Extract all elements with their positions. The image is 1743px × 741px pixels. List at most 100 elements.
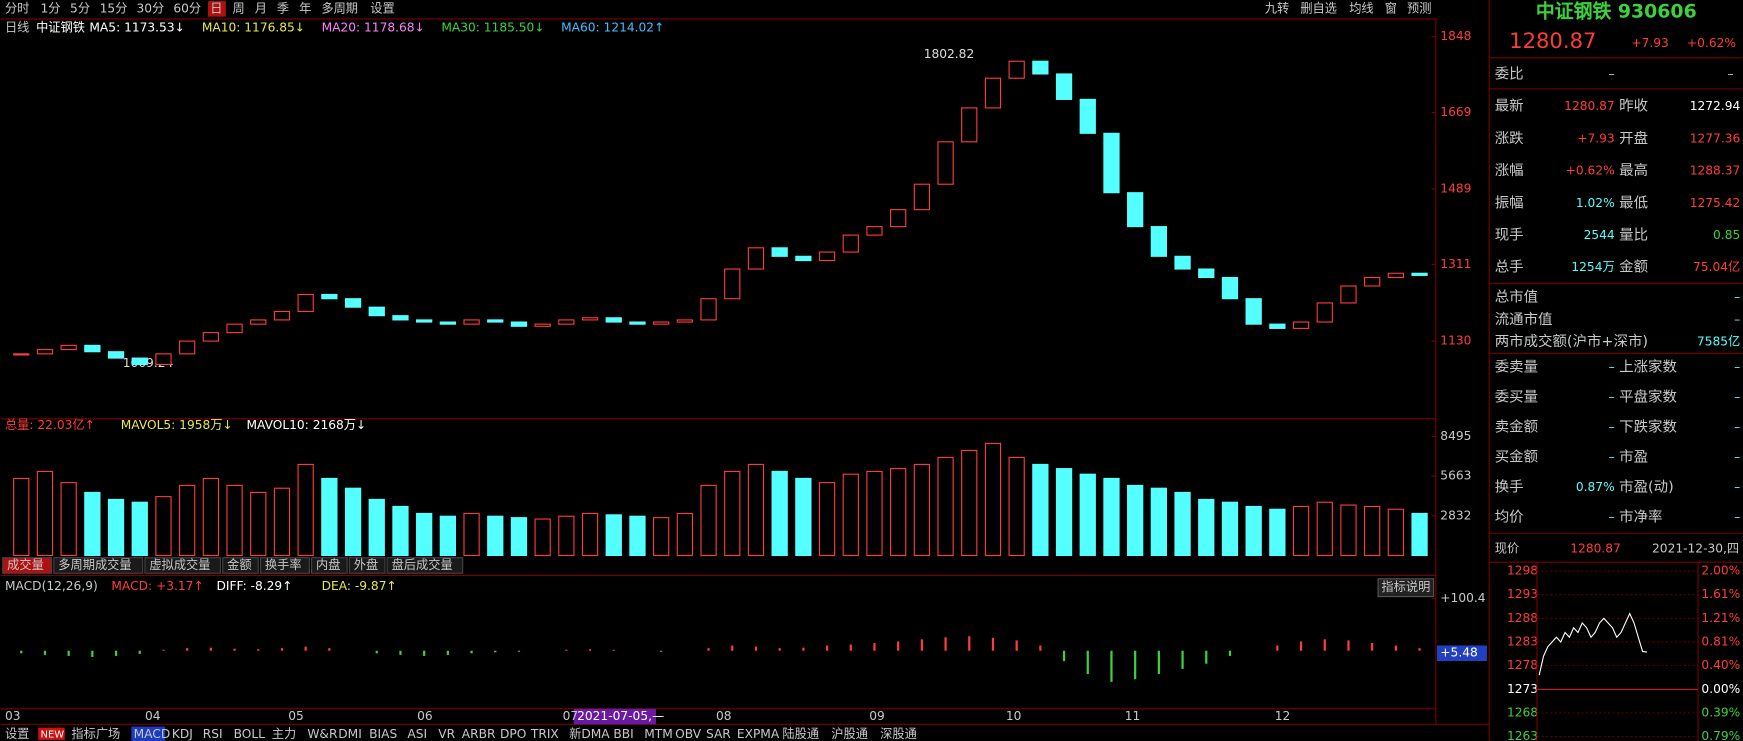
period-button[interactable]: 30分 bbox=[136, 1, 164, 15]
indicator-button[interactable]: DPO bbox=[500, 727, 526, 741]
volume-tab-label[interactable]: 换手率 bbox=[265, 557, 302, 572]
quote-value: – bbox=[1609, 390, 1615, 404]
indicator-button[interactable]: W&R bbox=[307, 727, 338, 741]
y-tick-label: 1293 bbox=[1507, 587, 1538, 601]
volume-tab[interactable] bbox=[386, 557, 464, 574]
candle bbox=[36, 349, 54, 355]
volume-tab-label[interactable]: 金额 bbox=[227, 557, 251, 572]
volume-tab[interactable] bbox=[53, 557, 144, 574]
indicator-button[interactable]: OBV bbox=[675, 727, 702, 741]
indicator-button[interactable]: 新DMA bbox=[569, 726, 610, 741]
month-label: 09 bbox=[869, 709, 885, 723]
indicator-button[interactable]: NEW bbox=[41, 729, 65, 740]
indicator-button[interactable]: KDJ bbox=[172, 727, 193, 741]
indicator-button[interactable]: ARBR bbox=[462, 727, 496, 741]
tool-button[interactable]: 均线 bbox=[1349, 1, 1373, 15]
volume-tab[interactable] bbox=[348, 557, 386, 574]
quote-value: 75.04亿 bbox=[1693, 259, 1740, 274]
indicator-button[interactable]: BOLL bbox=[234, 727, 266, 741]
period-button[interactable]: 60分 bbox=[173, 1, 201, 15]
volume-tab[interactable] bbox=[2, 557, 53, 574]
volume-bar bbox=[1387, 508, 1405, 557]
tool-button[interactable]: 九转 bbox=[1265, 0, 1289, 15]
volume-tab-label[interactable]: 虚拟成交量 bbox=[149, 557, 210, 572]
active-indicator-bg bbox=[131, 726, 166, 741]
candle bbox=[818, 251, 836, 262]
candle bbox=[890, 209, 907, 228]
volume-tab[interactable] bbox=[222, 557, 259, 574]
indicator-button[interactable]: 指标广场 bbox=[71, 726, 120, 741]
volume-bar bbox=[913, 463, 931, 557]
indicator-button[interactable] bbox=[1377, 578, 1435, 598]
period-button[interactable]: 5分 bbox=[70, 1, 90, 15]
period-button[interactable]: 15分 bbox=[100, 1, 128, 15]
quote-value: 1288.37 bbox=[1690, 164, 1741, 178]
volume-tab[interactable] bbox=[259, 557, 310, 574]
volume-bar bbox=[866, 470, 883, 557]
indicator-button[interactable]: RSI bbox=[203, 727, 223, 741]
indicator-button[interactable]: BBI bbox=[613, 727, 633, 741]
high-annotation: 1802.82 bbox=[924, 47, 975, 61]
indicator-button[interactable]: ASI bbox=[407, 727, 427, 741]
legend-item: DEA: -9.87↑ bbox=[322, 579, 397, 593]
indicator-button[interactable]: MTM bbox=[644, 727, 673, 741]
candle bbox=[700, 298, 717, 321]
quote-value: 1254万 bbox=[1571, 260, 1614, 274]
period-button[interactable]: 月 bbox=[255, 1, 267, 15]
period-button[interactable]: 1分 bbox=[41, 1, 61, 15]
period-button[interactable]: 多周期 bbox=[321, 1, 358, 15]
market-label: 流通市值 bbox=[1495, 311, 1553, 328]
candle bbox=[1103, 132, 1120, 194]
intraday-date: 2021-12-30,四 bbox=[1652, 541, 1739, 555]
indicator-button[interactable]: TRIX bbox=[530, 727, 559, 741]
volume-bar bbox=[155, 496, 172, 557]
indicator-button[interactable]: SAR bbox=[706, 727, 731, 741]
indicator-button[interactable]: EXPMA bbox=[737, 727, 780, 741]
period-button[interactable]: 日 bbox=[210, 1, 222, 15]
indicator-button[interactable]: DMI bbox=[338, 727, 362, 741]
indicator-button[interactable]: 沪股通 bbox=[831, 727, 868, 741]
volume-bar bbox=[558, 515, 575, 557]
y-tick-label: 1848 bbox=[1440, 29, 1471, 43]
volume-bar bbox=[1103, 477, 1120, 557]
period-button[interactable]: 季 bbox=[277, 1, 289, 15]
period-button[interactable]: 年 bbox=[299, 1, 311, 15]
quote-label: 振幅 bbox=[1495, 194, 1524, 211]
volume-tab-label[interactable]: 盘后成交量 bbox=[392, 557, 453, 572]
indicator-button[interactable]: VR bbox=[438, 727, 455, 741]
month-label: 06 bbox=[417, 709, 433, 723]
volume-tab-label[interactable]: 成交量 bbox=[7, 557, 44, 572]
volume-bar bbox=[416, 512, 433, 557]
candle bbox=[60, 344, 77, 351]
indicator-button[interactable]: 陆股通 bbox=[782, 726, 819, 741]
indicator-button[interactable]: MACD bbox=[134, 727, 171, 741]
candle bbox=[321, 293, 338, 300]
volume-tab[interactable] bbox=[311, 557, 348, 574]
period-button[interactable]: 分时 bbox=[5, 1, 29, 15]
tool-button[interactable]: 窗 bbox=[1385, 1, 1397, 15]
indicator-button[interactable]: 深股通 bbox=[880, 727, 917, 741]
volume-tab[interactable] bbox=[144, 557, 222, 574]
candle bbox=[605, 317, 622, 323]
volume-bar bbox=[937, 456, 954, 557]
y-tick-label: 1298 bbox=[1507, 564, 1538, 578]
volume-tab-label[interactable]: 多周期成交量 bbox=[58, 557, 131, 572]
period-button[interactable]: 周 bbox=[232, 1, 244, 15]
tool-button[interactable]: 预测 bbox=[1407, 1, 1431, 15]
indicator-button[interactable]: BIAS bbox=[369, 727, 397, 741]
indicator-button[interactable]: 主力 bbox=[272, 727, 296, 741]
volume-tab-label[interactable]: 内盘 bbox=[316, 557, 340, 572]
indicator-button[interactable]: 设置 bbox=[5, 727, 29, 741]
quote-label: 委买量 bbox=[1495, 389, 1538, 406]
quote-price: 1280.87 bbox=[1509, 28, 1596, 53]
volume-bar bbox=[1127, 484, 1144, 557]
quote-label: 均价 bbox=[1495, 509, 1524, 526]
volume-bar bbox=[534, 518, 551, 557]
indicator-button-label[interactable]: 指标说明 bbox=[1381, 579, 1430, 594]
quote-value: 0.87% bbox=[1576, 480, 1615, 494]
intraday-label: 现价 bbox=[1495, 541, 1519, 555]
volume-tab-label[interactable]: 外盘 bbox=[354, 557, 378, 572]
period-button[interactable]: 设置 bbox=[370, 1, 394, 15]
quote-pct: +0.62% bbox=[1687, 36, 1736, 50]
tool-button[interactable]: 删自选 bbox=[1300, 1, 1337, 15]
